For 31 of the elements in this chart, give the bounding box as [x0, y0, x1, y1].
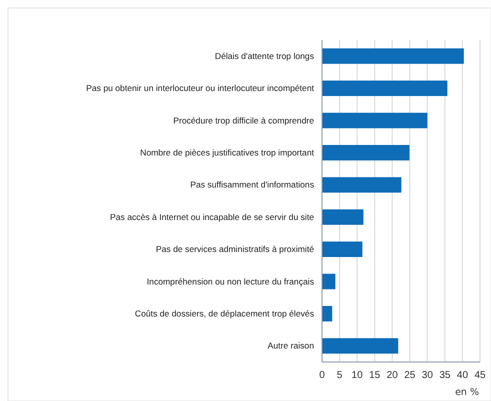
x-tick-label: 0 [319, 370, 326, 382]
x-tick-label: 5 [336, 370, 343, 382]
x-tick-label: 15 [369, 370, 381, 382]
x-tick-label: 25 [404, 370, 416, 382]
y-tick-label: Pas accès à Internet ou incapable de se servir du site [110, 212, 314, 222]
y-tick-label: Coûts de dossiers, de déplacement trop élevés [134, 308, 314, 318]
y-tick-label: Pas de services administratifs à proximité [156, 244, 314, 254]
bar [322, 177, 402, 193]
x-tick-label: 30 [422, 370, 434, 382]
bar [322, 112, 428, 128]
y-tick-label: Procédure trop difficile à comprendre [173, 115, 314, 126]
x-axis-title: en % [455, 387, 479, 398]
x-tick-label: 35 [439, 370, 451, 382]
y-tick-label: Délais d'attente trop longs [214, 50, 314, 61]
bar [322, 338, 398, 354]
y-tick-label: Pas suffisamment d'informations [190, 180, 314, 190]
y-tick-label: Nombre de pièces justificatives trop important [140, 147, 315, 158]
x-tick-label: 20 [386, 370, 398, 382]
bar [322, 209, 364, 225]
bar [322, 144, 410, 160]
x-tick-label: 45 [474, 370, 486, 382]
y-tick-label: Incompréhension ou non lecture du français [146, 276, 314, 286]
x-tick-label: 40 [456, 370, 468, 382]
y-tick-label: Pas pu obtenir un interlocuteur ou interlocuteur incompétent [86, 83, 315, 94]
bar [322, 242, 362, 258]
bar [322, 80, 448, 96]
bar [322, 306, 332, 322]
x-tick-label: 10 [352, 370, 364, 382]
bar [322, 274, 336, 290]
bar [322, 48, 464, 64]
y-tick-label: Autre raison [268, 340, 314, 351]
